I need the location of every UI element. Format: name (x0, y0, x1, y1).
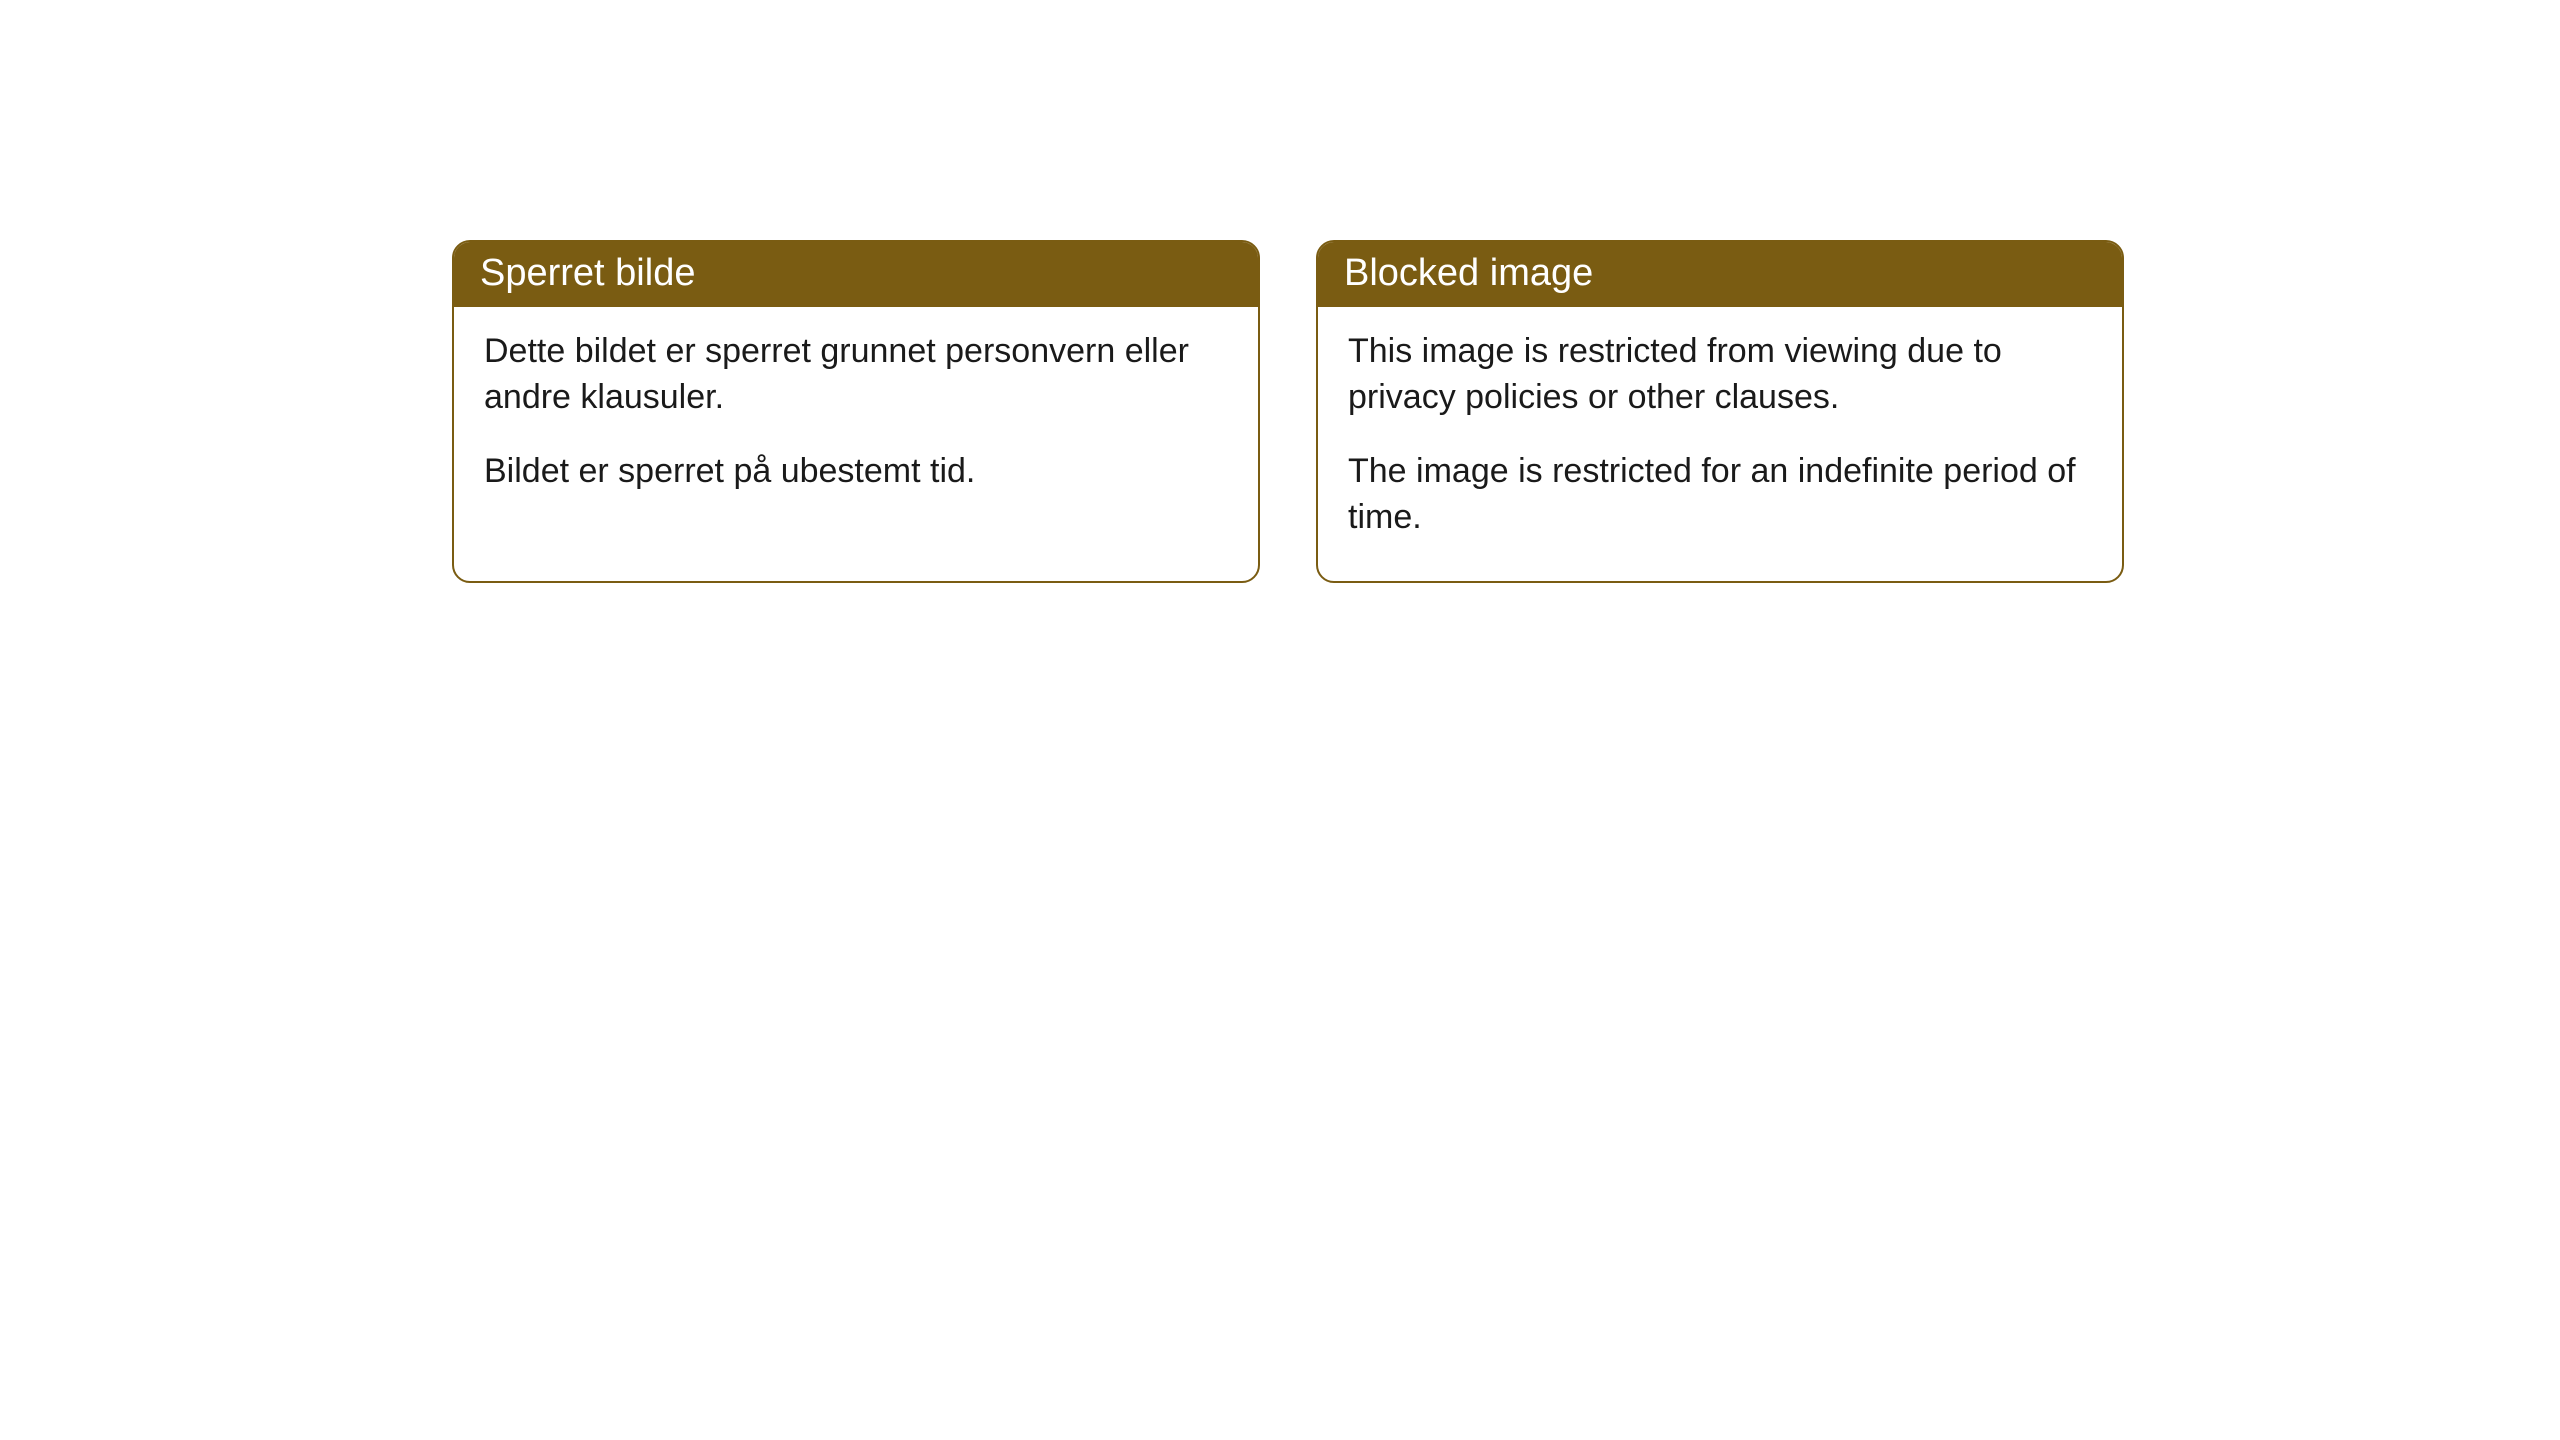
card-body: Dette bildet er sperret grunnet personve… (454, 307, 1258, 535)
card-paragraph: This image is restricted from viewing du… (1348, 329, 2092, 421)
blocked-image-card-norwegian: Sperret bilde Dette bildet er sperret gr… (452, 240, 1260, 583)
card-paragraph: Bildet er sperret på ubestemt tid. (484, 449, 1228, 495)
cards-container: Sperret bilde Dette bildet er sperret gr… (0, 0, 2560, 583)
card-header: Blocked image (1318, 242, 2122, 307)
card-paragraph: Dette bildet er sperret grunnet personve… (484, 329, 1228, 421)
blocked-image-card-english: Blocked image This image is restricted f… (1316, 240, 2124, 583)
card-paragraph: The image is restricted for an indefinit… (1348, 449, 2092, 541)
card-title: Sperret bilde (480, 252, 695, 294)
card-body: This image is restricted from viewing du… (1318, 307, 2122, 581)
card-title: Blocked image (1344, 252, 1593, 294)
card-header: Sperret bilde (454, 242, 1258, 307)
